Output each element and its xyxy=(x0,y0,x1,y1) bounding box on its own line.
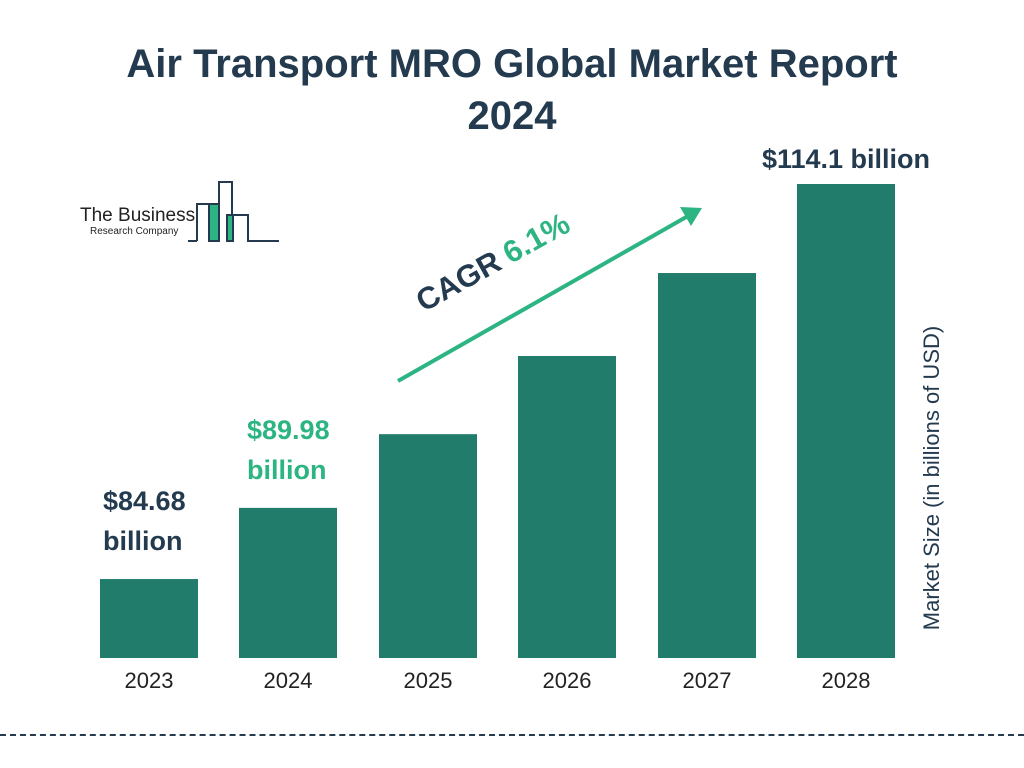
title-line-2: 2024 xyxy=(467,94,557,138)
title-line-1: Air Transport MRO Global Market Report xyxy=(126,42,898,86)
data-label-2024: $89.98 billion xyxy=(247,410,330,490)
y-axis-label: Market Size (in billions of USD) xyxy=(919,325,944,631)
x-tick-label: 2026 xyxy=(542,668,592,693)
x-tick-label: 2027 xyxy=(682,668,732,693)
data-label-unit: billion xyxy=(247,454,327,485)
x-tick-label: 2024 xyxy=(263,668,313,693)
x-tick-label: 2025 xyxy=(403,668,453,693)
cagr-arrow-head xyxy=(680,207,702,226)
data-label-value: $114.1 billion xyxy=(761,144,931,174)
bar-2023 xyxy=(100,579,198,658)
data-label-unit: billion xyxy=(103,526,183,557)
cagr-arrow-line xyxy=(397,214,689,383)
bar-2026 xyxy=(518,356,616,658)
bar-2027 xyxy=(658,273,756,658)
logo-text-line-2: Research Company xyxy=(90,226,179,237)
data-label-value: $84.68 xyxy=(103,486,186,517)
x-tick-label: 2028 xyxy=(821,668,871,693)
bar-2025 xyxy=(379,434,477,658)
x-tick-label: 2023 xyxy=(124,668,174,693)
data-label-2028: $114.1 billion xyxy=(717,139,975,179)
data-label-value: $89.98 xyxy=(247,414,330,445)
company-logo: The Business Research Company xyxy=(78,180,288,250)
chart-title: Air Transport MRO Global Market Report 2… xyxy=(0,38,1024,142)
logo-buildings-icon xyxy=(188,181,279,242)
logo-text-line-1: The Business xyxy=(80,205,196,226)
data-label-2023: $84.68 billion xyxy=(103,481,186,561)
bar-2024 xyxy=(239,507,337,658)
dashed-divider xyxy=(0,734,1024,736)
bar-2028 xyxy=(797,184,895,658)
